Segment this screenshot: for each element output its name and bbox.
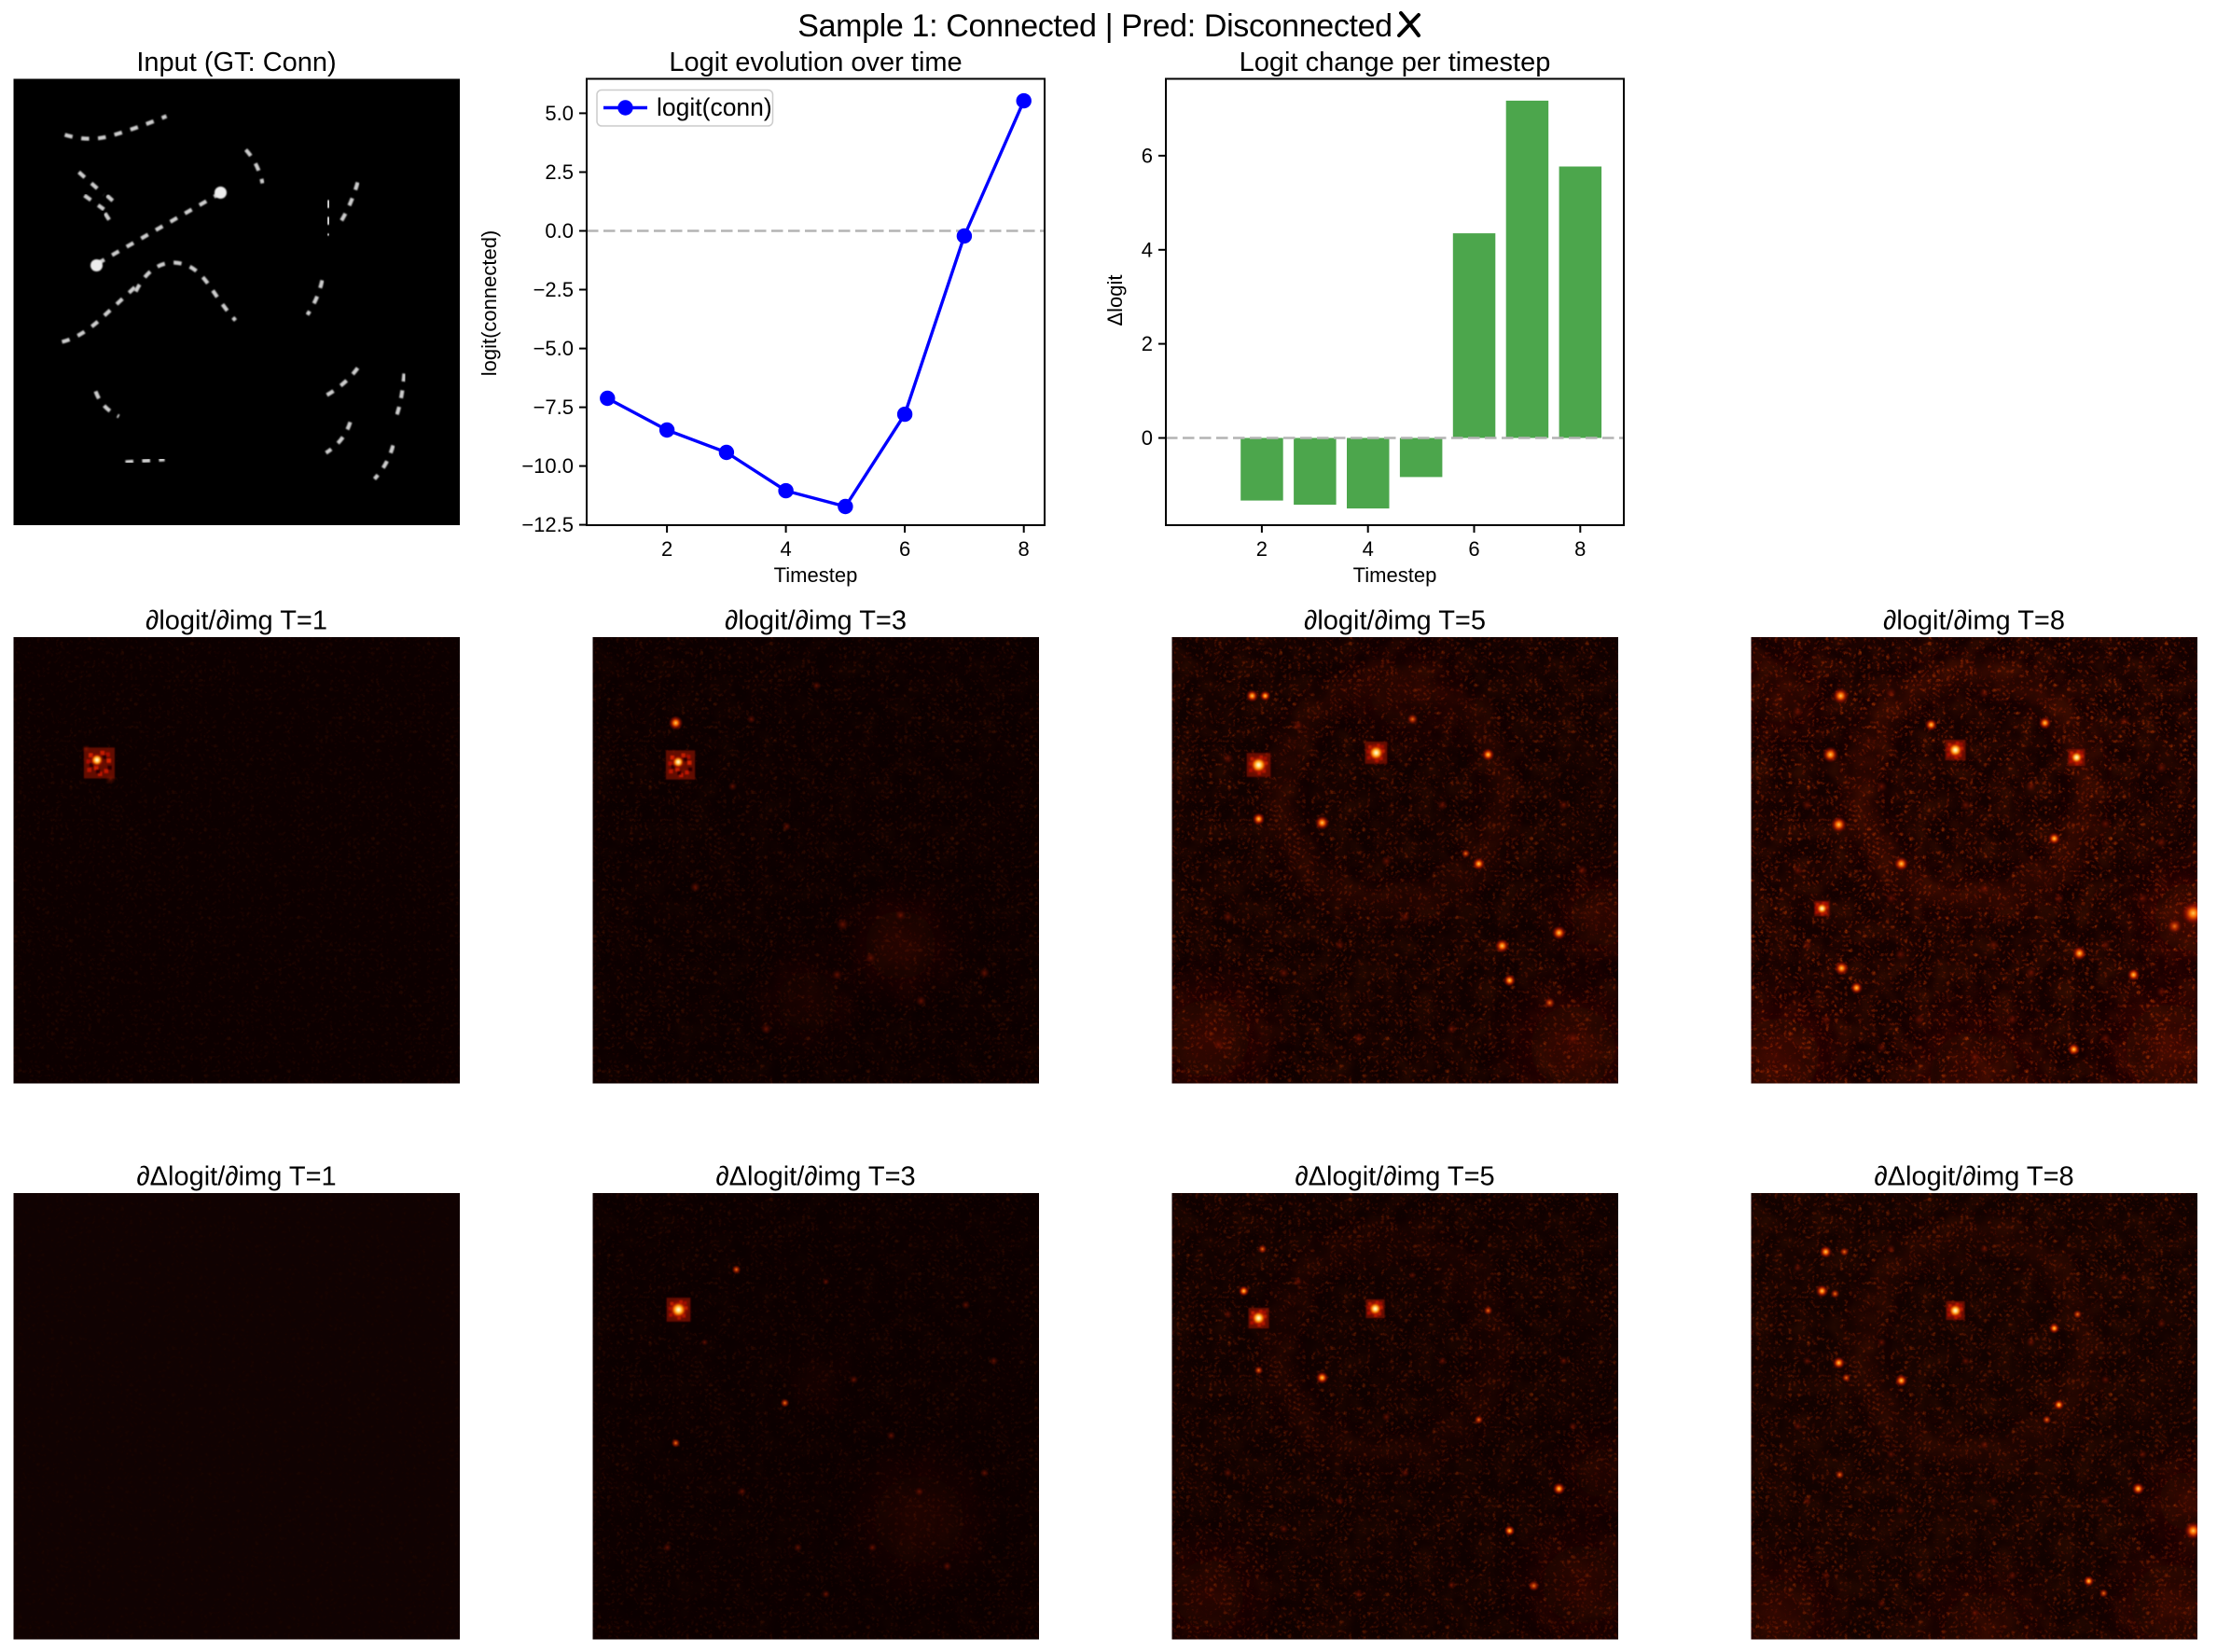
svg-text:∂Δlogit/∂img T=3: ∂Δlogit/∂img T=3 bbox=[715, 1162, 915, 1192]
svg-text:8: 8 bbox=[1018, 537, 1030, 561]
svg-text:6: 6 bbox=[899, 537, 910, 561]
svg-text:0: 0 bbox=[1142, 426, 1153, 450]
svg-text:∂logit/∂img T=1: ∂logit/∂img T=1 bbox=[145, 606, 327, 636]
svg-text:Logit evolution over time: Logit evolution over time bbox=[669, 48, 962, 77]
svg-text:4: 4 bbox=[780, 537, 791, 561]
svg-text:∂Δlogit/∂img T=5: ∂Δlogit/∂img T=5 bbox=[1295, 1162, 1494, 1192]
svg-text:8: 8 bbox=[1574, 537, 1586, 561]
svg-text:∂logit/∂img T=5: ∂logit/∂img T=5 bbox=[1304, 606, 1486, 636]
svg-text:−10.0: −10.0 bbox=[521, 454, 574, 478]
svg-text:Timestep: Timestep bbox=[774, 563, 858, 587]
svg-text:4: 4 bbox=[1142, 238, 1153, 261]
svg-text:logit(connected): logit(connected) bbox=[478, 230, 501, 377]
svg-text:logit(conn): logit(conn) bbox=[657, 93, 772, 121]
svg-text:−2.5: −2.5 bbox=[533, 278, 574, 301]
svg-text:0.0: 0.0 bbox=[545, 219, 574, 243]
svg-text:Input (GT: Conn): Input (GT: Conn) bbox=[136, 48, 336, 77]
svg-text:Logit change per timestep: Logit change per timestep bbox=[1240, 48, 1551, 77]
svg-text:2: 2 bbox=[661, 537, 672, 561]
svg-text:6: 6 bbox=[1468, 537, 1479, 561]
svg-text:5.0: 5.0 bbox=[545, 102, 574, 125]
svg-text:2.5: 2.5 bbox=[545, 160, 574, 184]
svg-text:6: 6 bbox=[1142, 144, 1153, 167]
svg-text:∂logit/∂img T=3: ∂logit/∂img T=3 bbox=[725, 606, 907, 636]
svg-text:2: 2 bbox=[1256, 537, 1268, 561]
svg-text:∂Δlogit/∂img T=8: ∂Δlogit/∂img T=8 bbox=[1874, 1162, 2073, 1192]
svg-text:Timestep: Timestep bbox=[1353, 563, 1437, 587]
svg-text:2: 2 bbox=[1142, 332, 1153, 355]
svg-text:Sample 1: Connected | Pred: Di: Sample 1: Connected | Pred: Disconnected bbox=[797, 8, 1392, 44]
svg-text:Δlogit: Δlogit bbox=[1103, 274, 1127, 326]
svg-text:−5.0: −5.0 bbox=[533, 337, 574, 360]
svg-text:∂logit/∂img T=8: ∂logit/∂img T=8 bbox=[1883, 606, 2065, 636]
svg-text:−7.5: −7.5 bbox=[533, 396, 574, 419]
svg-text:4: 4 bbox=[1363, 537, 1374, 561]
svg-text:∂Δlogit/∂img T=1: ∂Δlogit/∂img T=1 bbox=[136, 1162, 336, 1192]
svg-text:−12.5: −12.5 bbox=[521, 513, 574, 536]
